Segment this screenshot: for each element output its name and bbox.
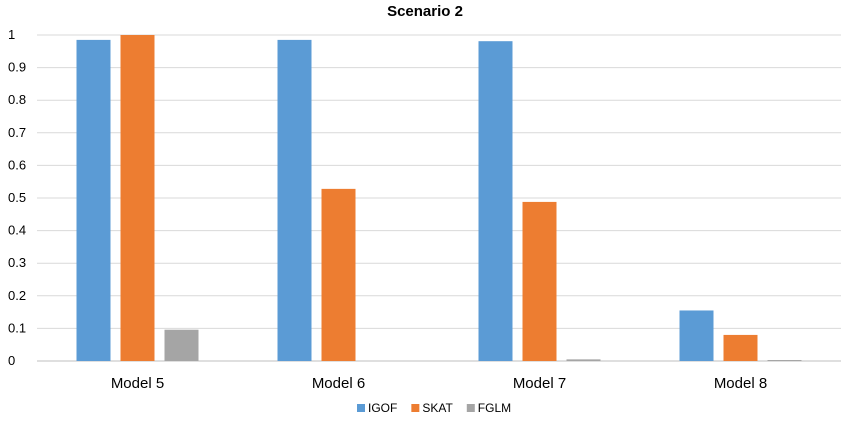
legend-label-igof: IGOF bbox=[368, 401, 397, 415]
bar-fglm-model-5 bbox=[164, 329, 199, 361]
legend-swatch-fglm bbox=[466, 404, 475, 412]
y-axis-ticks: 0 0.1 0.2 0.3 0.4 0.5 0.6 0.7 0.8 0.9 1 bbox=[8, 27, 26, 368]
bar-igof-model-5 bbox=[76, 39, 111, 361]
bar-fglm-model-7 bbox=[566, 359, 601, 361]
y-tick-label: 0 bbox=[8, 353, 15, 368]
y-tick-label: 0.8 bbox=[8, 92, 26, 107]
bar-skat-model-6 bbox=[321, 188, 356, 361]
bars bbox=[76, 35, 802, 361]
y-tick-label: 0.9 bbox=[8, 60, 26, 75]
bar-igof-model-8 bbox=[679, 310, 714, 361]
y-tick-label: 0.3 bbox=[8, 255, 26, 270]
legend-label-skat: SKAT bbox=[422, 401, 453, 415]
y-tick-label: 1 bbox=[8, 27, 15, 42]
y-tick-label: 0.6 bbox=[8, 157, 26, 172]
chart-title: Scenario 2 bbox=[387, 3, 463, 20]
bar-skat-model-7 bbox=[522, 201, 557, 361]
legend: IGOF SKAT FGLM bbox=[357, 401, 511, 415]
bar-skat-model-5 bbox=[120, 35, 155, 361]
x-tick-label: Model 5 bbox=[111, 375, 164, 392]
y-tick-label: 0.7 bbox=[8, 125, 26, 140]
bar-igof-model-6 bbox=[277, 39, 312, 361]
x-tick-label: Model 7 bbox=[513, 375, 566, 392]
y-tick-label: 0.2 bbox=[8, 288, 26, 303]
bar-skat-model-8 bbox=[723, 334, 758, 361]
y-tick-label: 0.1 bbox=[8, 320, 26, 335]
gridlines bbox=[37, 34, 841, 362]
y-tick-label: 0.5 bbox=[8, 190, 26, 205]
y-tick-label: 0.4 bbox=[8, 223, 26, 238]
x-tick-label: Model 8 bbox=[714, 375, 767, 392]
legend-swatch-igof bbox=[357, 404, 365, 412]
legend-swatch-skat bbox=[411, 404, 420, 412]
x-tick-label: Model 6 bbox=[312, 375, 365, 392]
bar-fglm-model-8 bbox=[767, 360, 802, 361]
legend-label-fglm: FGLM bbox=[478, 401, 511, 415]
bar-igof-model-7 bbox=[478, 41, 513, 361]
x-axis-ticks: Model 5 Model 6 Model 7 Model 8 bbox=[111, 375, 767, 392]
